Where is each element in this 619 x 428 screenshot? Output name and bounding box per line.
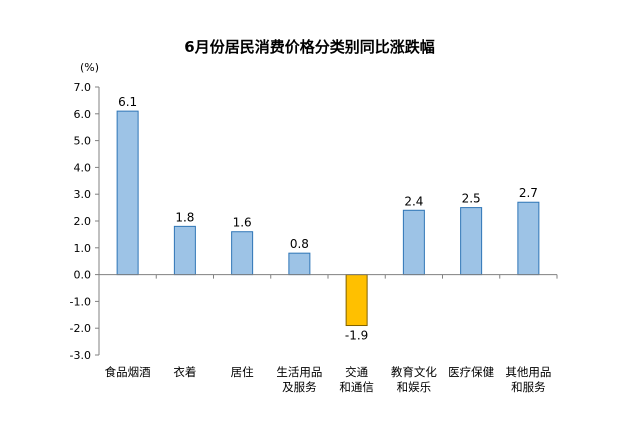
x-category-label: 食品烟酒 [105,365,151,379]
x-category-label: 教育文化 [391,365,437,379]
bar [460,207,483,276]
x-category-label: 其他用品 [505,365,551,379]
y-tick-label: -3.0 [70,349,91,362]
bar [345,274,368,327]
bar [402,209,425,276]
y-tick-label: -1.0 [70,295,91,308]
y-tick-label: 3.0 [74,188,92,201]
x-category-label: 和娱乐 [397,380,432,394]
bar [517,201,540,276]
data-label: -1.9 [345,329,368,343]
y-tick-label: -2.0 [70,322,91,335]
x-category-label: 医疗保健 [448,365,494,379]
data-label: 6.1 [118,95,137,109]
y-axis-unit-label: (%) [80,61,100,74]
bar [231,231,254,276]
bar [173,225,196,276]
x-category-label: 和服务 [511,380,546,394]
data-label: 0.8 [290,237,309,251]
data-label: 1.6 [233,216,252,230]
y-tick-label: 1.0 [74,242,92,255]
bar [288,252,311,276]
y-tick-label: 0.0 [74,269,92,282]
data-label: 1.8 [175,210,194,224]
y-tick-label: 6.0 [74,108,92,121]
x-category-label: 生活用品 [276,365,322,379]
x-category-label: 居住 [231,365,254,379]
y-tick-label: 5.0 [74,135,92,148]
chart-title: 6月份居民消费价格分类别同比涨跌幅 [184,38,435,56]
x-category-label: 交通 [345,365,368,379]
x-category-label: 和通信 [339,380,374,394]
data-label: 2.7 [519,186,538,200]
y-tick-label: 2.0 [74,215,92,228]
y-tick-label: 4.0 [74,161,92,174]
x-category-label: 及服务 [282,380,317,394]
bar [116,110,139,276]
y-tick-label: 7.0 [74,81,92,94]
data-label: 2.5 [462,192,481,206]
x-category-label: 衣着 [173,365,196,379]
data-label: 2.4 [404,194,423,208]
